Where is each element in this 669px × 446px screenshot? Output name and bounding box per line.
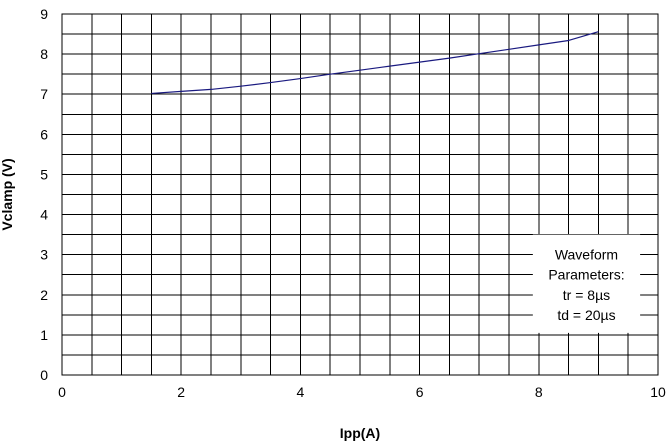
data-point [538, 44, 539, 45]
series-layer [151, 31, 599, 95]
grid-major [62, 14, 658, 375]
y-axis-ticks: 0 1 2 3 4 5 6 7 8 9 [40, 6, 48, 383]
y-tick-label: 9 [40, 6, 48, 22]
x-tick-label: 2 [177, 384, 185, 400]
y-tick-label: 8 [40, 46, 48, 62]
y-tick-label: 5 [40, 166, 48, 182]
annotation-box: Waveform Parameters: tr = 8µs td = 20µs [532, 234, 641, 333]
x-tick-label: 10 [650, 384, 666, 400]
data-point [240, 86, 241, 87]
annotation-line: Parameters: [548, 267, 624, 283]
annotation-line: td = 20µs [557, 307, 615, 323]
y-tick-label: 7 [40, 86, 48, 102]
x-tick-label: 0 [58, 384, 66, 400]
y-tick-label: 1 [40, 327, 48, 343]
data-point [598, 31, 599, 32]
annotation-line: tr = 8µs [563, 287, 610, 303]
data-point [479, 53, 480, 54]
y-tick-label: 4 [40, 207, 48, 223]
x-tick-label: 8 [535, 384, 543, 400]
data-point [181, 91, 182, 92]
data-point [330, 74, 331, 75]
plot-frame [61, 13, 659, 376]
x-axis-title: Ipp(A) [340, 425, 380, 441]
annotation-background [532, 234, 641, 333]
data-point [270, 82, 271, 83]
data-point [508, 49, 509, 50]
data-point [151, 93, 152, 94]
data-point [359, 70, 360, 71]
y-tick-label: 6 [40, 126, 48, 142]
data-point [568, 40, 569, 41]
x-tick-label: 4 [297, 384, 305, 400]
data-point [389, 66, 390, 67]
data-point [210, 89, 211, 90]
data-point [300, 78, 301, 79]
annotation-line: Waveform [555, 247, 618, 263]
data-point [419, 62, 420, 63]
x-axis-ticks: 0 2 4 6 8 10 [58, 384, 666, 400]
y-tick-label: 0 [40, 367, 48, 383]
y-tick-label: 2 [40, 287, 48, 303]
data-point [449, 58, 450, 59]
x-tick-label: 6 [416, 384, 424, 400]
y-axis-title: Vclamp (V) [0, 158, 15, 230]
series-line [151, 31, 599, 95]
y-tick-label: 3 [40, 247, 48, 263]
